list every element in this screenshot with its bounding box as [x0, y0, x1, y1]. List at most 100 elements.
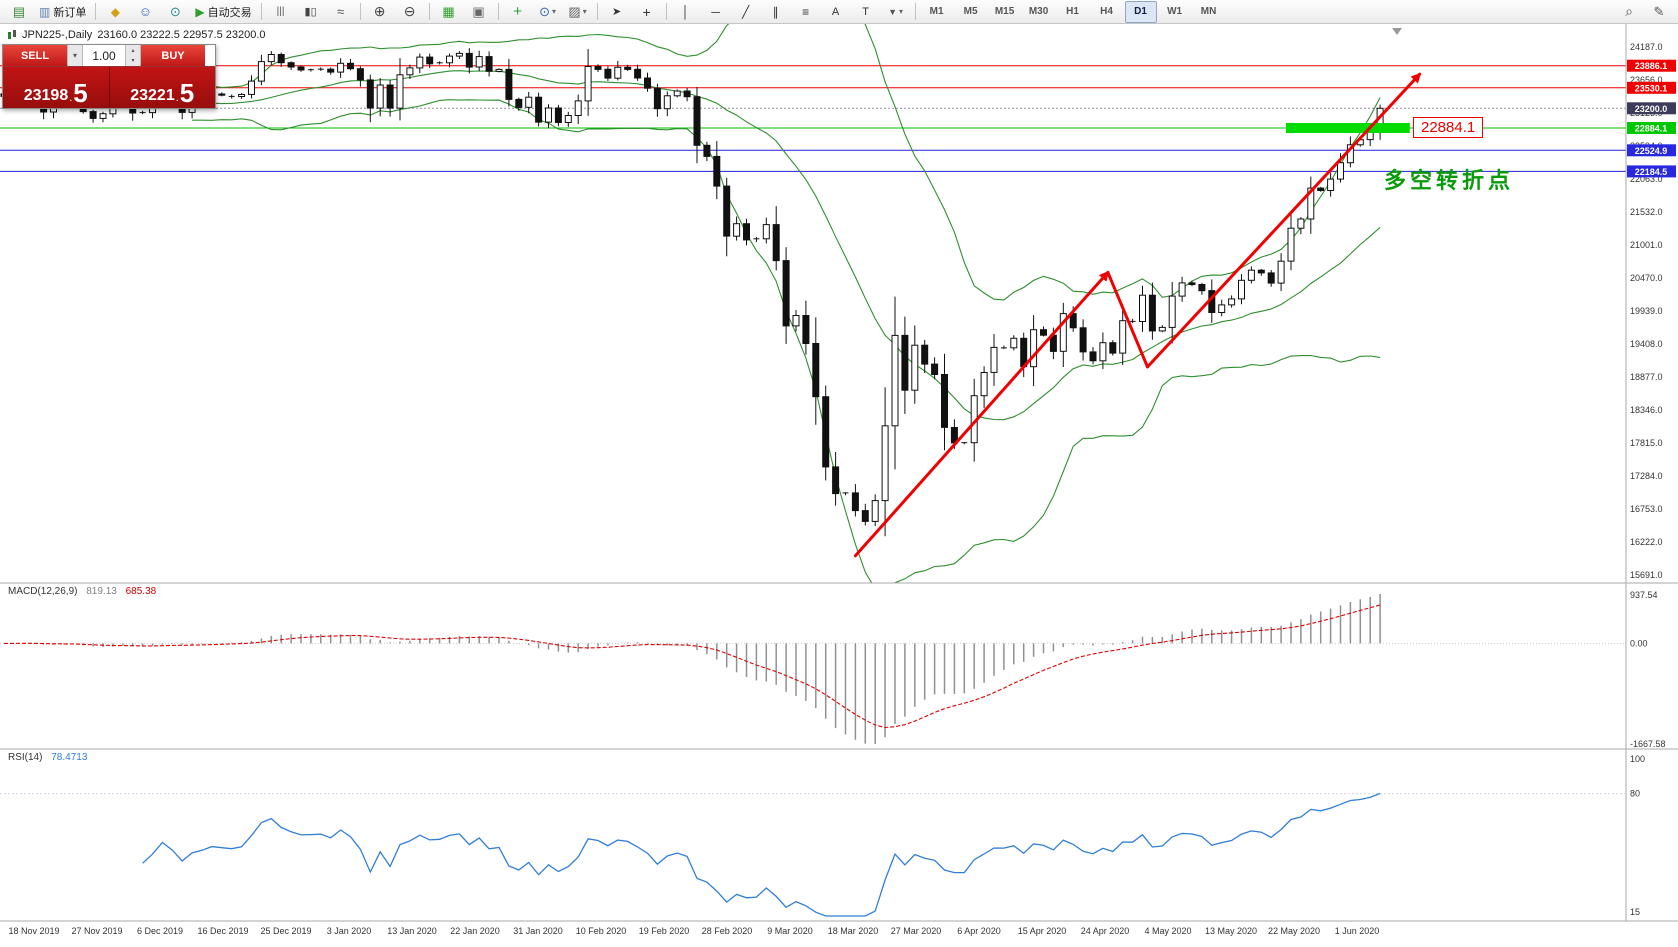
timeframe-h4[interactable]: H4 — [1100, 6, 1113, 17]
macd-indicator-label: MACD(12,26,9) 819.13 685.38 — [8, 586, 156, 597]
macd-scale-zero: 0.00 — [1630, 638, 1648, 648]
channel-icon[interactable]: ∥ — [772, 4, 779, 19]
candlestick-chart-icon[interactable]: ▮▯ — [304, 6, 317, 18]
rsi-name: RSI(14) — [8, 752, 43, 763]
search-icon[interactable]: ⌕ — [1625, 3, 1633, 19]
timeframe-w1[interactable]: W1 — [1167, 6, 1183, 17]
price-tag-label: 22884.1 — [1635, 123, 1668, 133]
toolbar-separator — [95, 3, 97, 20]
volume-up-button[interactable]: ▴ — [126, 45, 140, 56]
volume-dropdown[interactable]: ▾ — [67, 45, 83, 66]
date-label: 9 Mar 2020 — [767, 926, 813, 936]
price-axis-label: 21001.0 — [1630, 240, 1663, 250]
fibonacci-icon[interactable]: ≡ — [802, 4, 810, 19]
autotrading-button[interactable]: ▶ 自动交易 — [195, 4, 252, 19]
timeframe-h1[interactable]: H1 — [1066, 6, 1079, 17]
tile-windows-icon[interactable]: ▣ — [472, 3, 485, 19]
date-label: 28 Feb 2020 — [702, 926, 753, 936]
zoom-in-icon[interactable]: ⊕ — [373, 3, 386, 19]
price-tag[interactable] — [1627, 122, 1676, 134]
price-tag[interactable] — [1627, 59, 1676, 72]
volume-down-button[interactable]: ▾ — [126, 55, 140, 66]
vertical-line-icon[interactable]: │ — [681, 4, 690, 19]
edit-icon[interactable]: ✎ — [1653, 3, 1665, 19]
trend-arrow[interactable] — [853, 270, 1110, 558]
toolbar-separator — [260, 3, 262, 20]
market-watch-icon[interactable]: ◆ — [110, 4, 120, 19]
macd-panel-layer: 937.54 0.00 -1667.58 — [0, 590, 1666, 749]
sell-price-frac: 5 — [73, 77, 88, 108]
price-tag-label: 22184.5 — [1635, 167, 1668, 177]
one-click-trading-panel: SELL ▾ ▴ ▾ BUY 23198 . 5 23221 . 5 — [2, 44, 216, 109]
line-chart-icon[interactable]: ≈ — [337, 4, 345, 19]
new-chart-icon[interactable]: ▤ — [12, 3, 26, 19]
sell-button[interactable]: SELL — [3, 45, 67, 66]
date-label: 18 Mar 2020 — [828, 926, 879, 936]
timeframe-m15[interactable]: M15 — [994, 6, 1015, 17]
timeframe-m1[interactable]: M1 — [929, 6, 944, 17]
price-tag[interactable] — [1627, 144, 1676, 157]
price-tag[interactable] — [1627, 102, 1676, 115]
highlight-band[interactable] — [1286, 123, 1410, 133]
trend-arrow[interactable] — [1146, 72, 1422, 369]
price-axis-label: 18877.0 — [1630, 372, 1663, 382]
shapes-tool-icon[interactable]: ▼ ▾ — [888, 6, 904, 17]
horizontal-line-icon[interactable]: ─ — [711, 4, 720, 19]
price-axis-label: 17815.0 — [1630, 438, 1663, 448]
indicators-list-icon[interactable]: ▦ — [442, 3, 455, 19]
new-order-button[interactable]: ▥ 新订单 — [39, 4, 87, 19]
templates-icon[interactable]: ▨ ▾ — [568, 3, 587, 19]
period-selector-icon[interactable]: ⊙ ▾ — [539, 3, 557, 19]
buy-price-int: 23221 — [130, 87, 175, 104]
trendline-icon[interactable]: ╱ — [741, 4, 750, 19]
date-label: 13 Jan 2020 — [387, 926, 437, 936]
toolbar-separator — [914, 3, 916, 20]
price-axis-label: 16753.0 — [1630, 504, 1663, 514]
date-label: 19 Feb 2020 — [639, 926, 690, 936]
sell-price-dot: . — [69, 92, 73, 104]
timeframe-mn[interactable]: MN — [1200, 6, 1217, 17]
date-label: 24 Apr 2020 — [1081, 926, 1130, 936]
timeframe-m5[interactable]: M5 — [963, 6, 978, 17]
cursor-icon[interactable]: ➤ — [611, 6, 622, 18]
price-tag[interactable] — [1627, 165, 1676, 178]
zoom-out-icon[interactable]: ⊖ — [403, 3, 416, 19]
buy-price-display[interactable]: 23221 . 5 — [109, 67, 215, 108]
price-tag[interactable] — [1627, 81, 1676, 94]
date-label: 3 Jan 2020 — [327, 926, 372, 936]
date-label: 15 Apr 2020 — [1018, 926, 1067, 936]
buy-button[interactable]: BUY — [141, 45, 205, 66]
date-label: 6 Apr 2020 — [957, 926, 1001, 936]
toolbar-separator — [596, 3, 598, 20]
price-tag-label: 23200.0 — [1635, 104, 1668, 114]
trend-arrow[interactable] — [1106, 270, 1149, 369]
timeframe-m30[interactable]: M30 — [1028, 6, 1049, 17]
rsi-scale-bottom: 15 — [1630, 907, 1640, 917]
label-tool-icon[interactable]: T — [862, 5, 869, 18]
terminal-icon[interactable]: ⊙ — [169, 3, 181, 19]
timeframe-d1[interactable]: D1 — [1124, 0, 1157, 23]
rsi-panel-layer: 100 80 15 — [0, 754, 1645, 917]
volume-input[interactable] — [83, 45, 125, 66]
date-label: 18 Nov 2019 — [8, 926, 59, 936]
rsi-scale-top: 100 — [1630, 754, 1645, 764]
macd-name: MACD(12,26,9) — [8, 586, 78, 597]
macd-value-signal: 685.38 — [125, 586, 157, 597]
crosshair-icon[interactable]: + — [642, 3, 651, 20]
rsi-indicator-label: RSI(14) 78.4713 — [8, 752, 87, 763]
trend-arrows-layer[interactable] — [853, 72, 1422, 558]
bar-chart-icon[interactable]: ||| — [276, 6, 285, 17]
date-label: 1 Jun 2020 — [1335, 926, 1380, 936]
price-axis-label: 16222.0 — [1630, 537, 1663, 547]
navigator-icon[interactable]: ☺ — [138, 4, 152, 19]
text-tool-icon[interactable]: A — [831, 5, 840, 18]
macd-scale-min: -1667.58 — [1630, 739, 1666, 749]
chart-title: JPN225-,Daily 23160.0 23222.5 22957.5 23… — [7, 29, 266, 41]
sell-price-display[interactable]: 23198 . 5 — [3, 67, 109, 108]
toolbar-separator — [497, 3, 499, 20]
add-indicator-icon[interactable]: + — [513, 3, 522, 20]
rsi-value: 78.4713 — [51, 752, 88, 763]
rsi-line — [142, 792, 1381, 917]
date-label: 6 Dec 2019 — [137, 926, 183, 936]
